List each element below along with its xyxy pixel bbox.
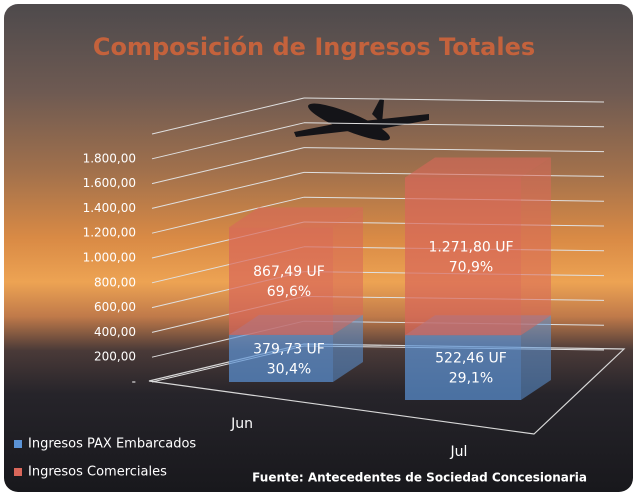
y-tick-label: 1.200,00 xyxy=(83,226,136,240)
value-label: 522,46 UF xyxy=(435,351,507,367)
bar-front xyxy=(405,178,521,336)
y-tick-label: - xyxy=(132,375,136,389)
y-tick-label: 1.600,00 xyxy=(83,176,136,190)
legend-label: Ingresos Comerciales xyxy=(28,465,167,480)
chart-frame: Composición de Ingresos Totales - 200,00 4… xyxy=(4,4,633,492)
chart: Composición de Ingresos Totales - 200,00 4… xyxy=(4,4,633,492)
share-label: 30,4% xyxy=(267,361,311,377)
y-tick-label: 1.000,00 xyxy=(83,251,136,265)
floor xyxy=(149,344,624,434)
bar-side xyxy=(521,158,551,336)
value-label: 867,49 UF xyxy=(253,264,325,280)
airplane xyxy=(294,97,429,147)
source-note: Fuente: Antecedentes de Sociedad Concesi… xyxy=(252,471,587,485)
share-label: 29,1% xyxy=(449,371,493,387)
value-label: 1.271,80 UF xyxy=(428,239,513,255)
value-label: 379,73 UF xyxy=(253,341,325,357)
y-tick-label: 200,00 xyxy=(94,350,136,364)
grid-line xyxy=(304,148,604,152)
x-tick-label: Jul xyxy=(450,444,468,460)
y-tick-label: 400,00 xyxy=(94,325,136,339)
chart-title: Composición de Ingresos Totales xyxy=(93,33,535,61)
share-label: 70,9% xyxy=(449,259,493,275)
y-tick-label: 1.400,00 xyxy=(83,201,136,215)
bar-side xyxy=(333,207,363,335)
legend-label: Ingresos PAX Embarcados xyxy=(28,437,196,452)
x-tick-label: Jun xyxy=(230,416,253,432)
y-tick-label: 1.800,00 xyxy=(83,151,136,165)
bar-front xyxy=(405,335,521,400)
y-tick-label: 800,00 xyxy=(94,275,136,289)
legend-swatch xyxy=(14,440,22,448)
bar-front xyxy=(229,227,333,335)
y-tick-label: 600,00 xyxy=(94,300,136,314)
share-label: 69,6% xyxy=(267,284,311,300)
grid-line xyxy=(304,98,604,102)
legend-swatch xyxy=(14,468,22,476)
